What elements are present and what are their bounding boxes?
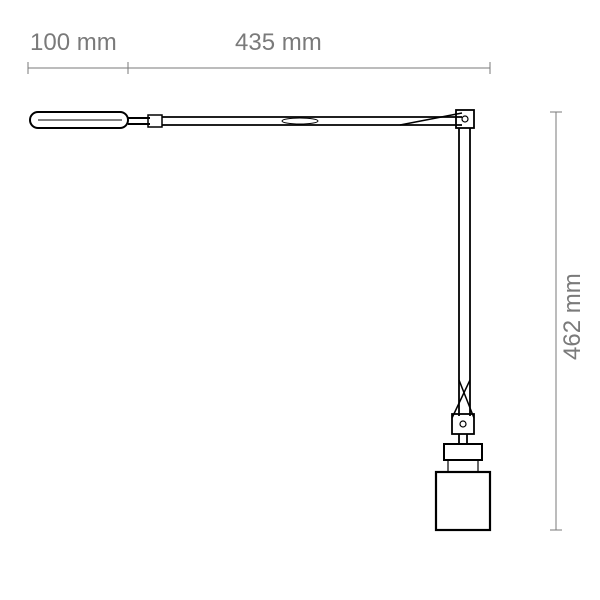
clamp-top-plate xyxy=(444,444,482,460)
dimension-top: 100 mm 435 mm xyxy=(28,29,490,74)
lamp-dimension-diagram: 100 mm 435 mm 462 mm xyxy=(0,0,600,600)
dimension-height-label: 462 mm xyxy=(559,273,586,360)
lamp-outline xyxy=(30,110,490,530)
dimension-right: 462 mm xyxy=(550,112,586,530)
dimension-arm-length-label: 435 mm xyxy=(235,29,322,56)
clamp-body xyxy=(436,472,490,530)
dimension-head-length-label: 100 mm xyxy=(30,29,117,56)
